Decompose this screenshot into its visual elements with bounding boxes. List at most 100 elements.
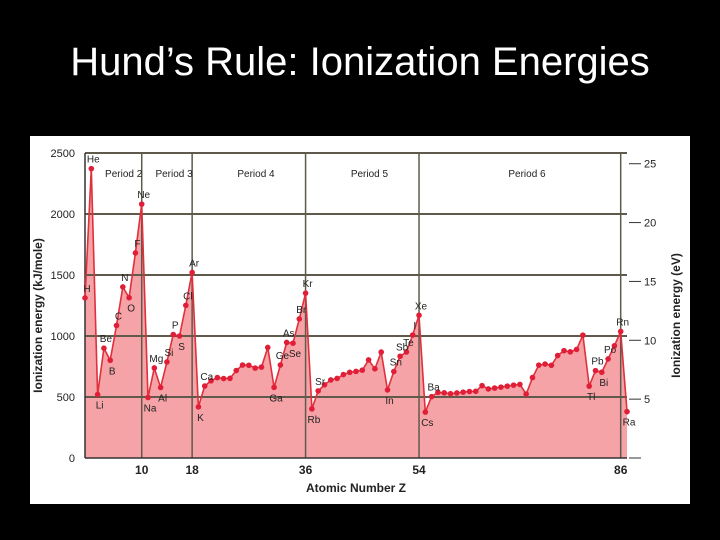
data-point-z59 [447,390,454,397]
data-point-z49 [384,387,391,393]
element-label-pb: Pb [591,357,604,368]
data-point-z1 [82,295,88,301]
data-point-z5 [107,357,114,364]
element-label-he: He [87,155,100,166]
data-point-z27 [246,362,252,369]
y2-axis-label: Ionization energy (eV) [669,253,683,378]
data-point-z35 [296,316,303,322]
y-tick-label: 2000 [51,209,75,221]
data-point-z71 [523,391,529,397]
x-tick-label: 10 [135,463,149,477]
element-label-li: Li [96,401,104,412]
period-label: Period 4 [237,169,275,180]
data-point-z26 [239,362,246,368]
data-point-z10 [138,201,145,207]
area-fill [85,168,627,458]
y2-tick-label: 25 [644,159,656,171]
data-point-z45 [359,367,366,373]
data-point-z21 [208,377,214,384]
data-point-z73 [535,362,542,368]
period-label: Period 2 [105,169,143,180]
data-point-z86 [617,328,624,335]
element-label-se: Se [289,349,302,360]
element-label-ra: Ra [623,418,636,429]
element-label-be: Be [100,334,113,345]
element-label-sn: Sn [390,358,402,369]
element-label-br: Br [296,305,307,316]
data-point-z7 [120,284,126,290]
slide-title: Hund’s Rule: Ionization Energies [70,40,650,84]
data-point-z79 [573,346,580,353]
y2-tick-label: 5 [644,394,650,406]
data-point-z57 [435,389,441,396]
element-label-in: In [385,396,393,407]
period-label: Period 6 [508,169,546,180]
element-label-rn: Rn [616,317,629,328]
element-label-tl: Tl [587,392,595,403]
element-label-as: As [283,328,295,339]
data-point-z77 [561,347,567,354]
element-label-n: N [121,273,128,284]
element-label-f: F [134,239,140,250]
data-point-z66 [491,385,498,391]
data-point-z41 [334,375,340,382]
data-point-z46 [365,357,372,363]
data-point-z54 [416,312,422,319]
data-point-z65 [485,386,492,392]
element-label-mg: Mg [149,354,163,365]
y2-tick-label: 20 [644,218,656,230]
data-point-z9 [132,250,139,256]
data-point-z39 [321,382,328,388]
data-point-z74 [542,361,548,367]
data-point-z17 [183,302,189,309]
element-label-ca: Ca [200,372,213,383]
element-label-po: Po [604,345,617,356]
data-point-z40 [327,377,334,383]
data-point-z19 [195,404,202,410]
y-tick-label: 500 [57,392,75,404]
data-point-z23 [220,375,227,382]
element-label-o: O [127,304,135,315]
data-point-z2 [88,165,95,172]
element-label-rb: Rb [307,415,320,426]
data-point-z85 [611,342,618,349]
data-point-z30 [264,344,271,351]
data-point-z22 [214,374,221,381]
data-point-z60 [454,390,460,396]
data-point-z6 [113,322,120,329]
data-point-z53 [409,332,416,338]
data-point-z62 [466,388,473,395]
data-point-z50 [391,368,397,375]
element-label-k: K [197,413,204,424]
element-label-sb: Sb [396,342,409,353]
y-tick-label: 1000 [51,331,75,343]
element-label-cl: Cl [183,291,192,302]
data-point-z32 [277,362,284,368]
data-point-z37 [309,406,315,412]
data-point-z4 [101,345,107,351]
data-point-z34 [290,340,296,346]
element-label-c: C [115,312,122,323]
data-point-z20 [201,383,208,389]
chart-panel: 0 500 1000 1500 2000 2500 5 10 15 20 25 10 18 36 54 86 A… [30,136,690,504]
data-point-z8 [126,294,132,301]
data-point-z51 [397,353,403,360]
element-label-ne: Ne [137,190,150,201]
element-label-si: Si [164,348,173,359]
data-point-z76 [554,352,561,359]
element-label-ge: Ge [276,351,290,362]
period-label: Period 5 [351,169,389,180]
data-point-z33 [283,339,290,346]
data-point-z16 [176,333,183,339]
data-point-z70 [517,381,523,388]
data-point-z29 [258,364,265,370]
y2-tick-label: 10 [644,335,656,347]
data-point-z43 [346,369,353,376]
data-point-z69 [510,382,517,388]
element-label-kr: Kr [303,279,314,290]
period-label: Period 3 [155,169,193,180]
element-label-sr: Sr [315,377,326,388]
element-label-i: I [413,321,416,332]
data-point-z84 [605,356,611,362]
data-point-z15 [170,331,177,338]
